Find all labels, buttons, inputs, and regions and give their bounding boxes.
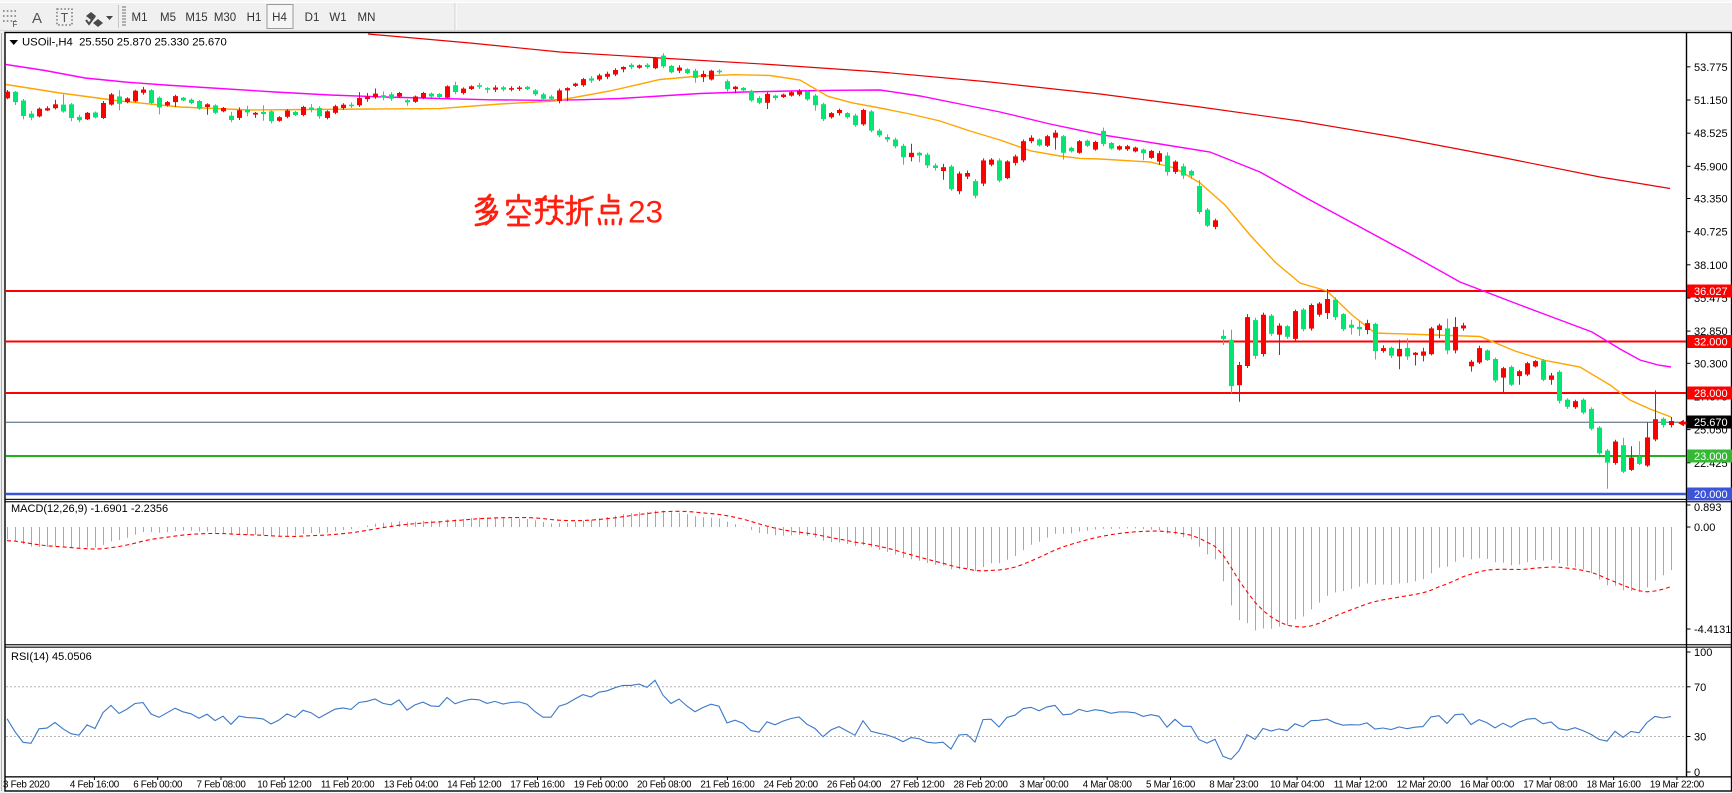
svg-text:38.100: 38.100 [1694, 260, 1728, 272]
svg-text:14 Feb 12:00: 14 Feb 12:00 [447, 780, 502, 791]
svg-text:USOil-,H4 25.550 25.870 25.33: USOil-,H4 25.550 25.870 25.330 25.670 [22, 37, 227, 49]
svg-text:M5: M5 [160, 12, 176, 24]
svg-text:M1: M1 [132, 12, 148, 24]
svg-text:F: F [13, 20, 18, 29]
svg-text:-4.4131: -4.4131 [1694, 624, 1731, 636]
svg-text:3 Mar 00:00: 3 Mar 00:00 [1019, 780, 1069, 791]
svg-text:20 Feb 08:00: 20 Feb 08:00 [637, 780, 692, 791]
svg-text:MACD(12,26,9) -1.6901 -2.2356: MACD(12,26,9) -1.6901 -2.2356 [11, 503, 168, 515]
svg-text:10 Feb 12:00: 10 Feb 12:00 [257, 780, 312, 791]
svg-text:0: 0 [1694, 767, 1700, 779]
svg-text:7 Feb 08:00: 7 Feb 08:00 [197, 780, 247, 791]
svg-text:11 Feb 20:00: 11 Feb 20:00 [321, 780, 375, 791]
svg-text:28.000: 28.000 [1694, 388, 1728, 400]
svg-text:28 Feb 20:00: 28 Feb 20:00 [954, 780, 1009, 791]
svg-text:45.900: 45.900 [1694, 161, 1728, 173]
svg-text:A: A [32, 10, 42, 27]
svg-text:M30: M30 [214, 12, 236, 24]
svg-text:12 Mar 20:00: 12 Mar 20:00 [1397, 780, 1452, 791]
svg-text:53.775: 53.775 [1694, 62, 1728, 74]
svg-text:11 Mar 12:00: 11 Mar 12:00 [1334, 780, 1388, 791]
svg-text:21 Feb 16:00: 21 Feb 16:00 [700, 780, 755, 791]
svg-text:16 Mar 00:00: 16 Mar 00:00 [1460, 780, 1515, 791]
svg-text:D1: D1 [305, 12, 320, 24]
svg-text:23: 23 [628, 194, 663, 230]
svg-text:18 Mar 16:00: 18 Mar 16:00 [1587, 780, 1642, 791]
svg-text:T: T [61, 11, 69, 25]
svg-text:H4: H4 [272, 12, 287, 24]
svg-text:H1: H1 [247, 12, 262, 24]
svg-text:32.000: 32.000 [1694, 337, 1728, 349]
svg-text:4 Mar 08:00: 4 Mar 08:00 [1083, 780, 1133, 791]
svg-text:26 Feb 04:00: 26 Feb 04:00 [827, 780, 882, 791]
svg-text:19 Mar 22:00: 19 Mar 22:00 [1650, 780, 1705, 791]
svg-text:30.300: 30.300 [1694, 358, 1728, 370]
svg-text:19 Feb 00:00: 19 Feb 00:00 [574, 780, 629, 791]
svg-text:40.725: 40.725 [1694, 227, 1728, 239]
svg-text:30: 30 [1694, 732, 1706, 744]
svg-text:3 Feb 2020: 3 Feb 2020 [3, 780, 50, 791]
svg-text:100: 100 [1694, 647, 1712, 659]
svg-text:36.027: 36.027 [1694, 286, 1728, 298]
svg-text:8 Mar 23:00: 8 Mar 23:00 [1209, 780, 1259, 791]
svg-text:MN: MN [358, 12, 376, 24]
svg-text:43.350: 43.350 [1694, 194, 1728, 206]
svg-text:51.150: 51.150 [1694, 95, 1728, 107]
svg-text:W1: W1 [329, 12, 346, 24]
svg-text:0.00: 0.00 [1694, 522, 1715, 534]
svg-text:M15: M15 [185, 12, 207, 24]
svg-text:0.893: 0.893 [1694, 502, 1722, 514]
svg-text:70: 70 [1694, 682, 1706, 694]
svg-text:10 Mar 04:00: 10 Mar 04:00 [1270, 780, 1325, 791]
svg-text:4 Feb 16:00: 4 Feb 16:00 [70, 780, 120, 791]
svg-text:24 Feb 20:00: 24 Feb 20:00 [764, 780, 819, 791]
svg-text:5 Mar 16:00: 5 Mar 16:00 [1146, 780, 1196, 791]
svg-text:17 Mar 08:00: 17 Mar 08:00 [1523, 780, 1578, 791]
svg-text:48.525: 48.525 [1694, 128, 1728, 140]
svg-text:17 Feb 16:00: 17 Feb 16:00 [510, 780, 565, 791]
svg-text:20.000: 20.000 [1694, 489, 1728, 501]
svg-text:RSI(14) 45.0506: RSI(14) 45.0506 [11, 651, 92, 663]
svg-text:25.670: 25.670 [1694, 417, 1728, 429]
svg-text:13 Feb 04:00: 13 Feb 04:00 [384, 780, 439, 791]
svg-text:23.000: 23.000 [1694, 451, 1728, 463]
svg-text:27 Feb 12:00: 27 Feb 12:00 [890, 780, 945, 791]
svg-text:6 Feb 00:00: 6 Feb 00:00 [133, 780, 183, 791]
